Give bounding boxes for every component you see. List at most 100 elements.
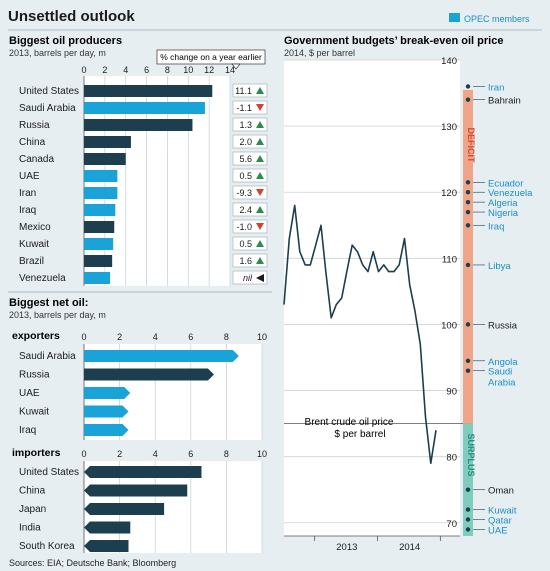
importers-category-label: India xyxy=(19,523,41,534)
change-value: -1.1 xyxy=(236,103,252,113)
exporters-bar xyxy=(84,405,129,418)
producers-tick-label: 0 xyxy=(81,65,86,75)
exporters-chart: 0 2 4 6 8 10 Saudi Arabia Russia UAE Kuwait Iraq xyxy=(19,332,267,440)
deficit-label: DEFICIT xyxy=(466,128,476,164)
netoil-subtitle: 2013, barrels per day, m xyxy=(9,310,106,320)
importers-bar xyxy=(84,540,129,552)
breakeven-tick-label: 140 xyxy=(441,56,457,67)
country-marker xyxy=(465,84,471,89)
country-label: Iraq xyxy=(488,221,504,232)
producers-category-label: China xyxy=(19,137,46,148)
down-arrow-icon xyxy=(256,223,264,230)
surplus-band xyxy=(463,423,473,536)
change-cell xyxy=(232,270,268,285)
breakeven-tick-label: 100 xyxy=(441,320,457,331)
up-arrow-icon xyxy=(256,172,264,179)
producers-chart: 0 2 4 6 8 10 12 14 United States 11.1 Saudi Arabia… xyxy=(19,65,268,286)
importers-bar xyxy=(84,466,202,478)
producers-category-label: Canada xyxy=(19,154,54,165)
brent-line xyxy=(283,204,437,465)
flat-arrow-icon xyxy=(256,274,264,282)
country-label: Saudi xyxy=(488,367,512,378)
country-marker xyxy=(465,517,471,522)
importers-chart: 0 2 4 6 8 10 United States China Japan India South… xyxy=(19,449,267,553)
change-value: 5.6 xyxy=(239,154,252,164)
up-arrow-icon xyxy=(256,240,264,247)
change-header-box: % change on a year earlier xyxy=(156,49,266,70)
netoil-title: Biggest net oil: xyxy=(9,297,88,309)
importers-category-label: United States xyxy=(19,467,79,478)
breakeven-tick-label: 90 xyxy=(446,387,457,398)
exporters-tick-label: 8 xyxy=(224,332,229,342)
country-label: Nigeria xyxy=(488,208,519,219)
surplus-label: SURPLUS xyxy=(466,433,476,476)
change-header-frame xyxy=(156,49,266,65)
change-value: 2.4 xyxy=(239,205,252,215)
change-value: 2.0 xyxy=(239,137,252,147)
importers-category-label: South Korea xyxy=(19,541,75,552)
breakeven-x-tick-label: 2014 xyxy=(399,542,420,553)
country-marker xyxy=(465,223,471,228)
exporters-tick-label: 0 xyxy=(81,332,86,342)
legend-opec-label: OPEC members xyxy=(464,14,530,24)
down-arrow-icon xyxy=(256,189,264,196)
country-label: Ecuador xyxy=(488,178,523,189)
exporters-category-label: Kuwait xyxy=(19,407,49,418)
breakeven-tick-label: 110 xyxy=(442,254,457,265)
producers-tick-label: 8 xyxy=(165,65,170,75)
producers-bar xyxy=(84,187,118,199)
exporters-bar xyxy=(84,424,129,436)
country-marker xyxy=(465,199,471,205)
importers-bar xyxy=(84,503,165,515)
importers-bar xyxy=(84,484,188,497)
country-label: Qatar xyxy=(488,515,512,526)
exporters-tick-label: 4 xyxy=(153,332,158,342)
change-value: 1.6 xyxy=(239,256,252,266)
up-arrow-icon xyxy=(256,87,264,94)
producers-title: Biggest oil producers xyxy=(9,35,122,47)
producers-category-label: Saudi Arabia xyxy=(19,103,76,114)
producers-tick-label: 2 xyxy=(102,65,107,75)
exporters-bar xyxy=(84,350,239,362)
brent-label-line2: $ per barrel xyxy=(334,429,385,440)
country-marker xyxy=(465,209,471,215)
producers-bar xyxy=(84,170,118,182)
change-header-label: % change on a year earlier xyxy=(160,52,262,62)
exporters-label: exporters xyxy=(12,330,60,342)
down-arrow-icon xyxy=(256,104,264,111)
country-marker xyxy=(465,507,471,512)
importers-category-label: Japan xyxy=(19,504,46,515)
country-marker xyxy=(465,190,471,195)
up-arrow-icon xyxy=(256,257,264,264)
producers-tick-label: 12 xyxy=(204,65,214,75)
importers-tick-label: 0 xyxy=(81,449,86,459)
sources-note: Sources: EIA; Deutsche Bank; Bloomberg xyxy=(9,558,176,568)
country-label: Kuwait xyxy=(488,506,517,517)
breakeven-tick-label: 120 xyxy=(441,188,457,199)
producers-category-label: Brazil xyxy=(19,256,44,267)
country-marker xyxy=(465,368,471,373)
up-arrow-icon xyxy=(256,121,264,128)
producers-category-label: Kuwait xyxy=(19,239,49,250)
change-value: -9.3 xyxy=(236,188,252,198)
up-arrow-icon xyxy=(256,155,264,162)
exporters-category-label: Russia xyxy=(19,370,50,381)
producers-category-label: Iraq xyxy=(19,205,36,216)
producers-bar xyxy=(84,238,114,250)
exporters-bar xyxy=(84,387,131,399)
country-label: Arabia xyxy=(488,378,516,389)
change-value: 1.3 xyxy=(239,120,252,130)
breakeven-plot-area xyxy=(284,60,460,536)
exporters-bar xyxy=(84,368,214,381)
producers-tick-label: 10 xyxy=(183,65,193,75)
breakeven-title: Government budgets’ break-even oil price xyxy=(284,35,503,47)
exporters-category-label: Saudi Arabia xyxy=(19,351,76,362)
breakeven-tick-label: 70 xyxy=(446,519,457,530)
country-label: Russia xyxy=(488,320,518,331)
breakeven-tick-label: 130 xyxy=(441,122,457,133)
country-label: Iran xyxy=(488,82,504,93)
breakeven-tick-label: 80 xyxy=(446,453,457,464)
country-label: Bahrain xyxy=(488,96,521,107)
producers-bar xyxy=(84,136,131,148)
